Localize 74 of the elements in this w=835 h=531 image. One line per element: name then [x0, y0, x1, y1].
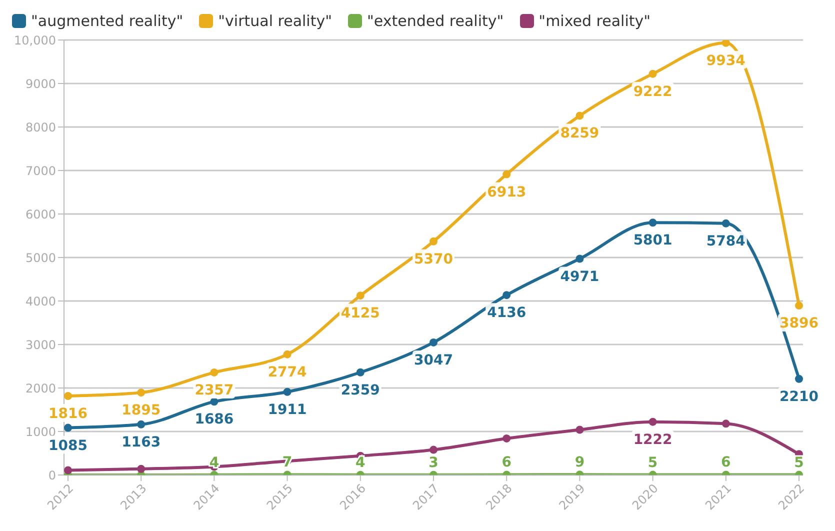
- y-tick-label: 0: [48, 468, 56, 482]
- point: [576, 254, 584, 263]
- data-label: 4125: [340, 306, 380, 322]
- point: [137, 388, 146, 397]
- point: [722, 40, 730, 47]
- point: [356, 292, 364, 300]
- y-tick-label: 3000: [25, 338, 56, 352]
- data-label: 4971: [560, 268, 600, 285]
- point: [64, 424, 72, 432]
- data-label: 1816: [48, 406, 88, 422]
- point: [137, 464, 146, 473]
- point: [64, 466, 72, 474]
- data-label: 9934: [706, 52, 746, 69]
- point: [210, 398, 218, 406]
- data-label: 2210: [780, 388, 819, 405]
- data-label: 1895: [122, 402, 161, 419]
- point: [722, 420, 730, 428]
- data-label: 8259: [560, 126, 600, 142]
- legend-label: "virtual reality": [218, 12, 332, 30]
- point: [502, 434, 511, 442]
- data-label: 3: [428, 454, 438, 471]
- data-label: 1911: [268, 402, 307, 418]
- point: [430, 338, 438, 346]
- point: [648, 418, 657, 426]
- point: [648, 70, 657, 78]
- data-label: 5784: [706, 233, 746, 250]
- point: [576, 112, 584, 120]
- y-tick-label: 6000: [25, 207, 56, 222]
- data-label: 1686: [194, 412, 234, 428]
- data-label: 5370: [414, 251, 454, 268]
- data-label: 9: [574, 454, 585, 471]
- data-label: 3047: [414, 352, 453, 368]
- data-label: 5801: [633, 232, 672, 249]
- point: [648, 218, 657, 227]
- data-label: 2359: [340, 382, 380, 398]
- data-label: 5: [648, 454, 658, 471]
- y-tick-label: 5000: [25, 250, 56, 265]
- point: [283, 388, 292, 396]
- y-tick-label: 8000: [25, 120, 56, 134]
- y-tick-label: 2000: [25, 381, 56, 396]
- point: [722, 219, 730, 228]
- point: [356, 368, 364, 376]
- point: [795, 302, 803, 310]
- legend-label: "augmented reality": [31, 12, 184, 30]
- data-label: 6913: [487, 184, 526, 200]
- y-tick-label: 4000: [25, 294, 56, 308]
- data-label: 2774: [268, 364, 308, 380]
- legend-label: "extended reality": [367, 12, 504, 30]
- y-tick-label: 1000: [25, 424, 56, 439]
- data-label: 6: [721, 454, 731, 471]
- point: [502, 291, 511, 300]
- data-label: 4: [356, 454, 366, 471]
- y-tick-label: 10,000: [14, 33, 56, 48]
- data-label: 6: [502, 454, 512, 471]
- point: [430, 237, 438, 246]
- y-tick-label: 9000: [25, 76, 56, 91]
- data-label: 2357: [194, 382, 234, 398]
- y-tick-label: 7000: [25, 164, 56, 178]
- data-label: 9222: [633, 84, 672, 100]
- data-label: 5: [794, 454, 804, 471]
- data-label: 4136: [487, 305, 526, 322]
- data-label: 1163: [122, 434, 161, 450]
- point: [795, 374, 803, 383]
- point: [283, 350, 292, 358]
- point: [137, 420, 146, 428]
- data-label: 1222: [633, 432, 672, 448]
- point: [64, 392, 72, 400]
- data-label: 1085: [48, 438, 88, 454]
- point: [576, 426, 584, 434]
- point: [430, 446, 438, 454]
- legend-label: "mixed reality": [538, 12, 651, 30]
- point: [210, 368, 218, 376]
- point: [502, 170, 511, 178]
- data-label: 3896: [780, 316, 818, 332]
